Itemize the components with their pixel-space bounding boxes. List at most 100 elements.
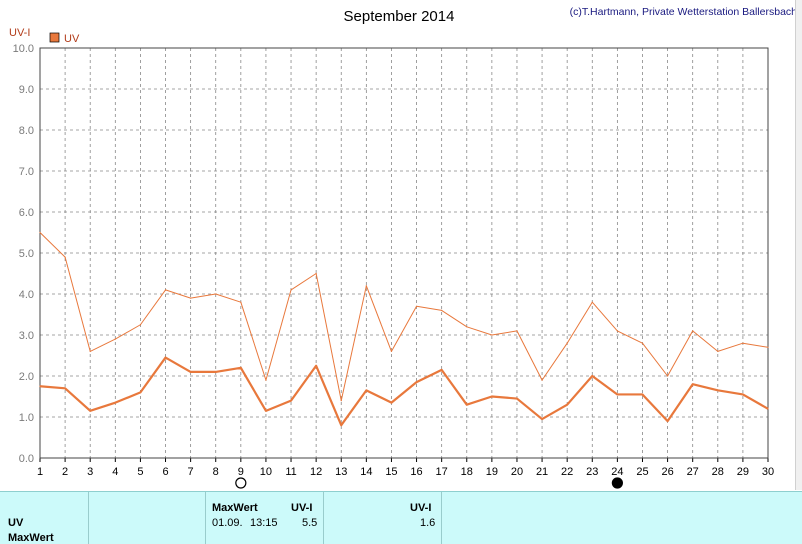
y-tick-label: 9.0 xyxy=(19,84,34,96)
row-label-uv: UV xyxy=(8,517,24,529)
data-point xyxy=(591,301,593,303)
data-point xyxy=(441,369,443,371)
data-point xyxy=(541,379,543,381)
data-point xyxy=(767,408,769,410)
data-point xyxy=(164,356,167,359)
x-tick-label: 2 xyxy=(62,466,68,478)
data-point xyxy=(39,385,41,387)
x-tick-label: 3 xyxy=(87,466,93,478)
x-tick-label: 15 xyxy=(385,466,397,478)
x-tick-label: 23 xyxy=(586,466,598,478)
x-tick-label: 30 xyxy=(762,466,774,478)
data-point xyxy=(114,402,116,404)
data-point xyxy=(64,256,66,258)
series-line-uv xyxy=(39,356,769,427)
full-moon-icon xyxy=(235,477,247,489)
legend-color-box xyxy=(49,32,60,43)
data-point xyxy=(692,330,694,332)
data-point xyxy=(717,389,719,391)
data-point xyxy=(215,293,217,295)
data-point xyxy=(742,342,744,344)
chart-area: September 2014 (c)T.Hartmann, Private We… xyxy=(9,0,802,490)
data-point xyxy=(491,395,493,398)
x-tick-label: 17 xyxy=(436,466,448,478)
data-point xyxy=(666,420,669,422)
y-tick-label: 1.0 xyxy=(19,412,34,424)
max-date: 01.09. xyxy=(212,517,243,529)
data-point xyxy=(767,346,769,348)
x-tick-label: 5 xyxy=(137,466,143,478)
data-point xyxy=(365,285,367,287)
x-tick-label: 12 xyxy=(310,466,322,478)
average-value: 1.6 xyxy=(420,517,436,529)
x-tick-label: 4 xyxy=(112,466,118,478)
data-point xyxy=(139,324,142,326)
uv-chart: September 2014 (c)T.Hartmann, Private We… xyxy=(9,6,798,489)
series-group xyxy=(39,231,769,427)
data-point xyxy=(315,272,317,275)
x-tick-label: 1 xyxy=(37,466,43,478)
x-tick-label: 28 xyxy=(712,466,724,478)
data-point xyxy=(641,393,644,396)
x-tick-label: 27 xyxy=(687,466,699,478)
data-point xyxy=(415,305,418,307)
data-point xyxy=(441,309,443,311)
data-point xyxy=(315,365,317,367)
data-point xyxy=(566,404,568,406)
x-tick-label: 8 xyxy=(213,466,219,478)
uvi-header-2: UV-I xyxy=(410,502,432,514)
table-separator xyxy=(88,492,89,544)
data-point xyxy=(466,404,468,406)
y-tick-label: 6.0 xyxy=(19,207,34,219)
x-tick-label: 20 xyxy=(511,466,523,478)
data-point xyxy=(290,289,292,291)
y-tick-label: 8.0 xyxy=(19,125,34,137)
x-tick-label: 13 xyxy=(335,466,347,478)
data-point xyxy=(616,330,618,332)
moon-markers xyxy=(235,477,623,489)
x-tick-label: 9 xyxy=(238,466,244,478)
x-tick-label: 16 xyxy=(410,466,422,478)
data-point xyxy=(39,231,41,234)
data-point xyxy=(541,418,543,420)
data-point xyxy=(340,400,342,402)
data-point xyxy=(566,342,568,344)
y-tick-label: 2.0 xyxy=(19,371,34,383)
plot-frame xyxy=(39,47,769,459)
x-tick-label: 11 xyxy=(285,466,296,478)
data-point xyxy=(466,326,468,328)
data-point xyxy=(666,375,669,377)
x-tick-label: 29 xyxy=(737,466,749,478)
legend-label: UV xyxy=(64,33,80,45)
x-tick-label: 18 xyxy=(461,466,473,478)
x-tick-label: 24 xyxy=(611,466,623,478)
data-point xyxy=(190,371,192,373)
y-tick-label: 5.0 xyxy=(19,248,34,260)
x-tick-label: 7 xyxy=(188,466,194,478)
data-point xyxy=(415,381,418,383)
y-tick-label: 0.0 xyxy=(19,453,34,465)
table-separator xyxy=(323,492,324,544)
max-time: 13:15 xyxy=(250,517,278,529)
data-point xyxy=(516,397,518,400)
axes: 1 2 3 4 5 6 7 8 9 10 11 12 13 14 15 16 17 18 19 20 21 22 23 24 2… xyxy=(13,43,775,478)
right-scrollbar-edge[interactable] xyxy=(795,0,802,490)
data-point xyxy=(240,301,242,303)
series-line-max xyxy=(39,232,769,402)
data-point xyxy=(265,379,267,381)
max-value: 5.5 xyxy=(302,517,318,529)
x-tick-label: 25 xyxy=(636,466,648,478)
copyright-text: (c)T.Hartmann, Private Wetterstation Bal… xyxy=(570,6,798,18)
row-label-maxwert: MaxWert xyxy=(8,532,54,544)
data-point xyxy=(742,393,744,396)
data-point xyxy=(89,350,91,352)
data-point xyxy=(717,350,719,352)
data-point xyxy=(89,410,91,412)
x-tick-label: 22 xyxy=(561,466,573,478)
data-point xyxy=(164,289,167,291)
data-point xyxy=(365,389,367,391)
data-point xyxy=(190,297,192,299)
data-point xyxy=(215,371,217,373)
data-point xyxy=(139,391,142,393)
data-point xyxy=(516,330,518,332)
